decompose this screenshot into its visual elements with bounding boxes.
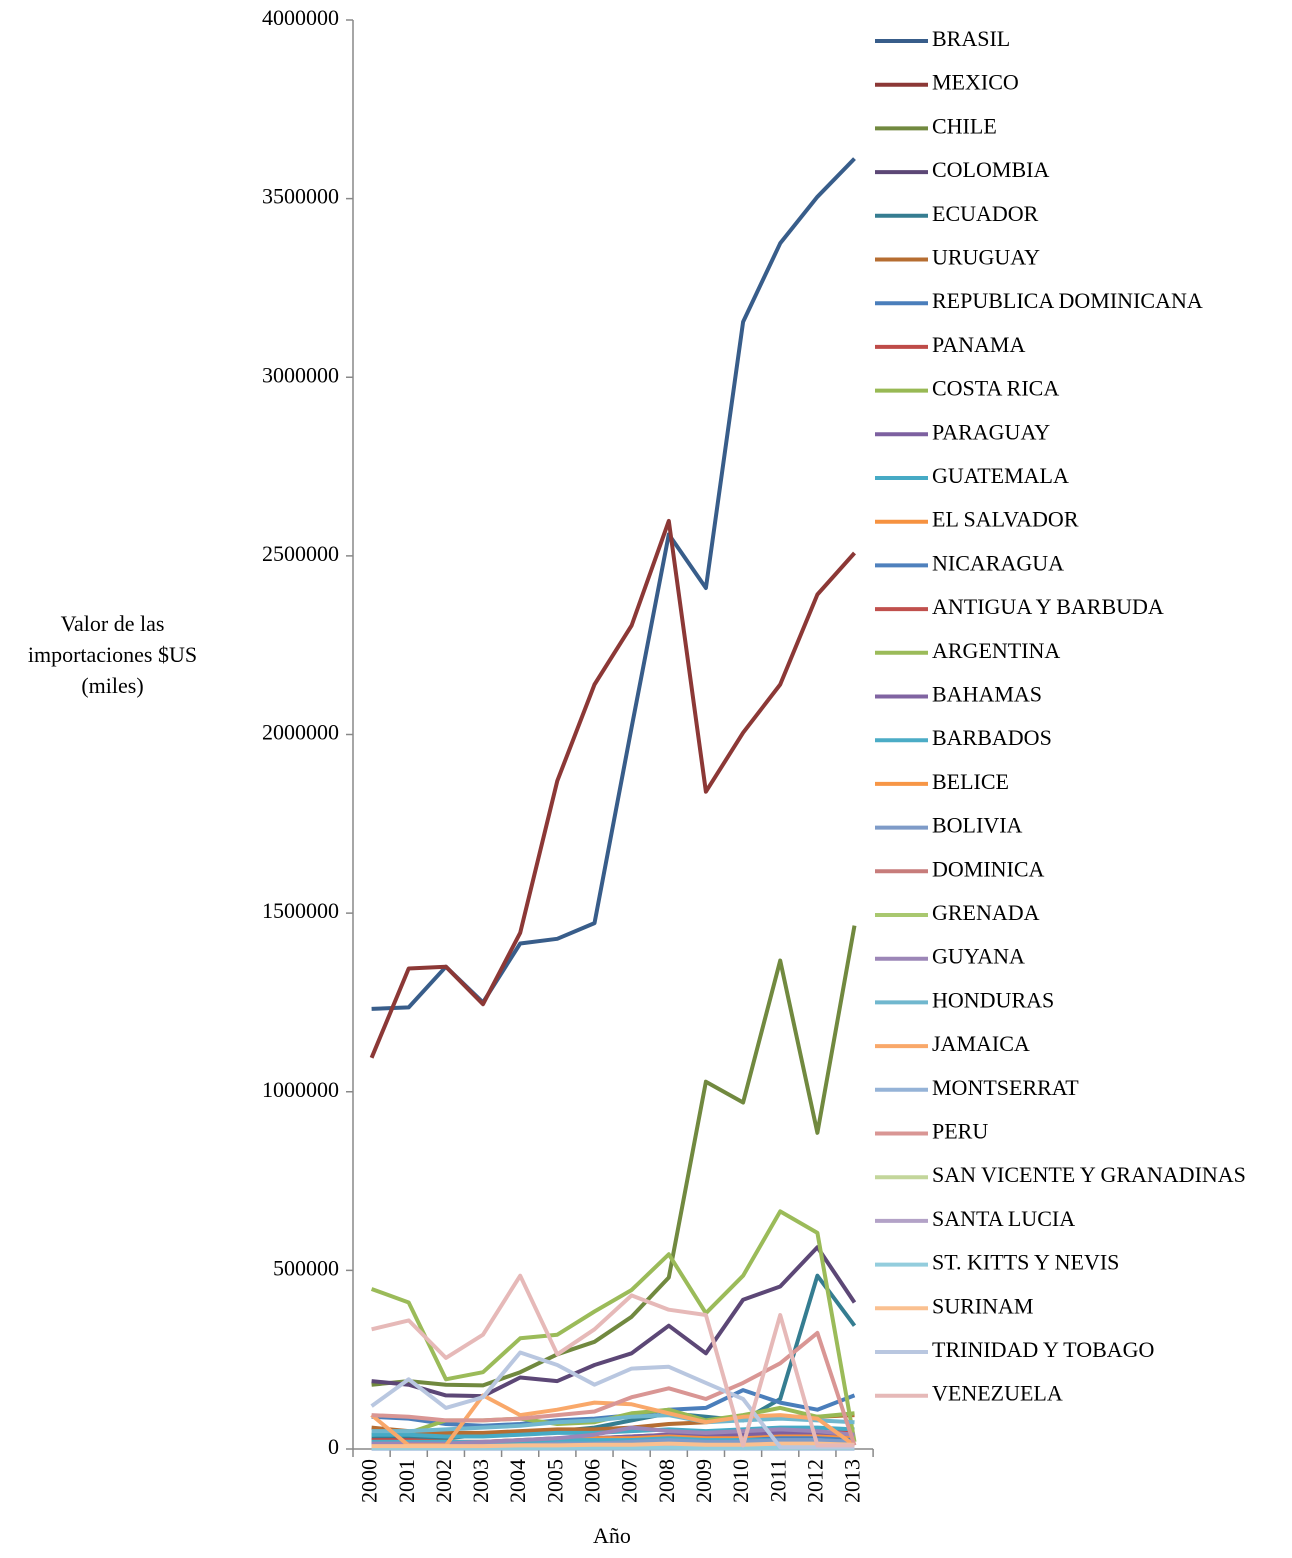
legend-label: BOLIVIA bbox=[932, 813, 1023, 838]
legend-label: REPUBLICA DOMINICANA bbox=[932, 288, 1203, 313]
x-tick-label: 2001 bbox=[394, 1459, 419, 1503]
x-tick-label: 2006 bbox=[580, 1459, 605, 1503]
x-tick-label: 2010 bbox=[728, 1459, 753, 1503]
y-tick-label: 500000 bbox=[273, 1255, 339, 1280]
y-tick-label: 3000000 bbox=[262, 362, 339, 387]
series-line bbox=[370, 1209, 857, 1443]
series-line bbox=[371, 1273, 855, 1448]
series-line bbox=[371, 1413, 855, 1434]
y-tick-label: 1000000 bbox=[262, 1077, 339, 1102]
legend-label: SAN VICENTE Y GRANADINAS bbox=[932, 1162, 1246, 1187]
x-tick-label: 2008 bbox=[654, 1459, 679, 1503]
legend-label: NICARAGUA bbox=[932, 550, 1064, 575]
legend-label: ANTIGUA Y BARBUDA bbox=[932, 594, 1164, 619]
x-axis-label: Año bbox=[593, 1523, 631, 1548]
x-tick-label: 2005 bbox=[542, 1459, 567, 1503]
x-tick-label: 2003 bbox=[468, 1459, 493, 1503]
legend-label: CHILE bbox=[932, 113, 997, 138]
legend-label: COLOMBIA bbox=[932, 157, 1049, 182]
x-tick-label: 2002 bbox=[431, 1459, 456, 1503]
legend-label: BRASIL bbox=[932, 26, 1010, 51]
x-tick-label: 2009 bbox=[691, 1459, 716, 1503]
x-tick-label: 2000 bbox=[357, 1459, 382, 1503]
y-tick-label: 0 bbox=[328, 1434, 339, 1459]
legend-label: HONDURAS bbox=[932, 987, 1054, 1012]
legend-label: EL SALVADOR bbox=[932, 507, 1079, 532]
legend-label: GUATEMALA bbox=[932, 463, 1069, 488]
legend-label: GRENADA bbox=[932, 900, 1040, 925]
series-line bbox=[371, 1245, 857, 1399]
legend-label: BAHAMAS bbox=[932, 682, 1042, 707]
legend-label: URUGUAY bbox=[932, 245, 1040, 270]
legend-label: VENEZUELA bbox=[932, 1381, 1063, 1406]
legend-label: ARGENTINA bbox=[932, 638, 1060, 663]
legend-label: PANAMA bbox=[932, 332, 1025, 357]
legend-label: SURINAM bbox=[932, 1293, 1033, 1318]
y-tick-label: 4000000 bbox=[262, 5, 339, 30]
legend-label: BARBADOS bbox=[932, 725, 1052, 750]
legend-label: TRINIDAD Y TOBAGO bbox=[932, 1337, 1154, 1362]
legend-label: ECUADOR bbox=[932, 201, 1039, 226]
x-tick-label: 2007 bbox=[617, 1459, 642, 1503]
legend-label: BELICE bbox=[932, 769, 1009, 794]
y-tick-label: 2000000 bbox=[262, 720, 339, 745]
legend-label: JAMAICA bbox=[932, 1031, 1030, 1056]
legend-label: MEXICO bbox=[932, 70, 1019, 95]
legend-label: SANTA LUCIA bbox=[932, 1206, 1075, 1231]
y-tick-label: 1500000 bbox=[262, 898, 339, 923]
series-line bbox=[371, 1330, 857, 1447]
legend-label: GUYANA bbox=[932, 944, 1025, 969]
x-tick-label: 2004 bbox=[505, 1459, 530, 1503]
legend-label: ST. KITTS Y NEVIS bbox=[932, 1250, 1119, 1275]
legend-label: DOMINICA bbox=[932, 856, 1045, 881]
x-tick-label: 2011 bbox=[765, 1459, 790, 1502]
series-line bbox=[370, 1350, 855, 1450]
legend-label: PERU bbox=[932, 1119, 988, 1144]
legend-label: MONTSERRAT bbox=[932, 1075, 1079, 1100]
legend-label: PARAGUAY bbox=[932, 419, 1050, 444]
series-line bbox=[371, 1441, 855, 1449]
series-line bbox=[371, 1425, 855, 1446]
y-tick-label: 2500000 bbox=[262, 541, 339, 566]
y-tick-label: 3500000 bbox=[262, 184, 339, 209]
series-line bbox=[371, 157, 856, 1011]
y-axis-label: Valor de las importaciones $US (miles) bbox=[27, 611, 198, 698]
series-line bbox=[371, 925, 857, 1388]
x-tick-label: 2013 bbox=[840, 1459, 865, 1503]
legend-label: COSTA RICA bbox=[932, 376, 1059, 401]
x-tick-label: 2012 bbox=[802, 1459, 827, 1503]
series-line bbox=[369, 518, 856, 1059]
